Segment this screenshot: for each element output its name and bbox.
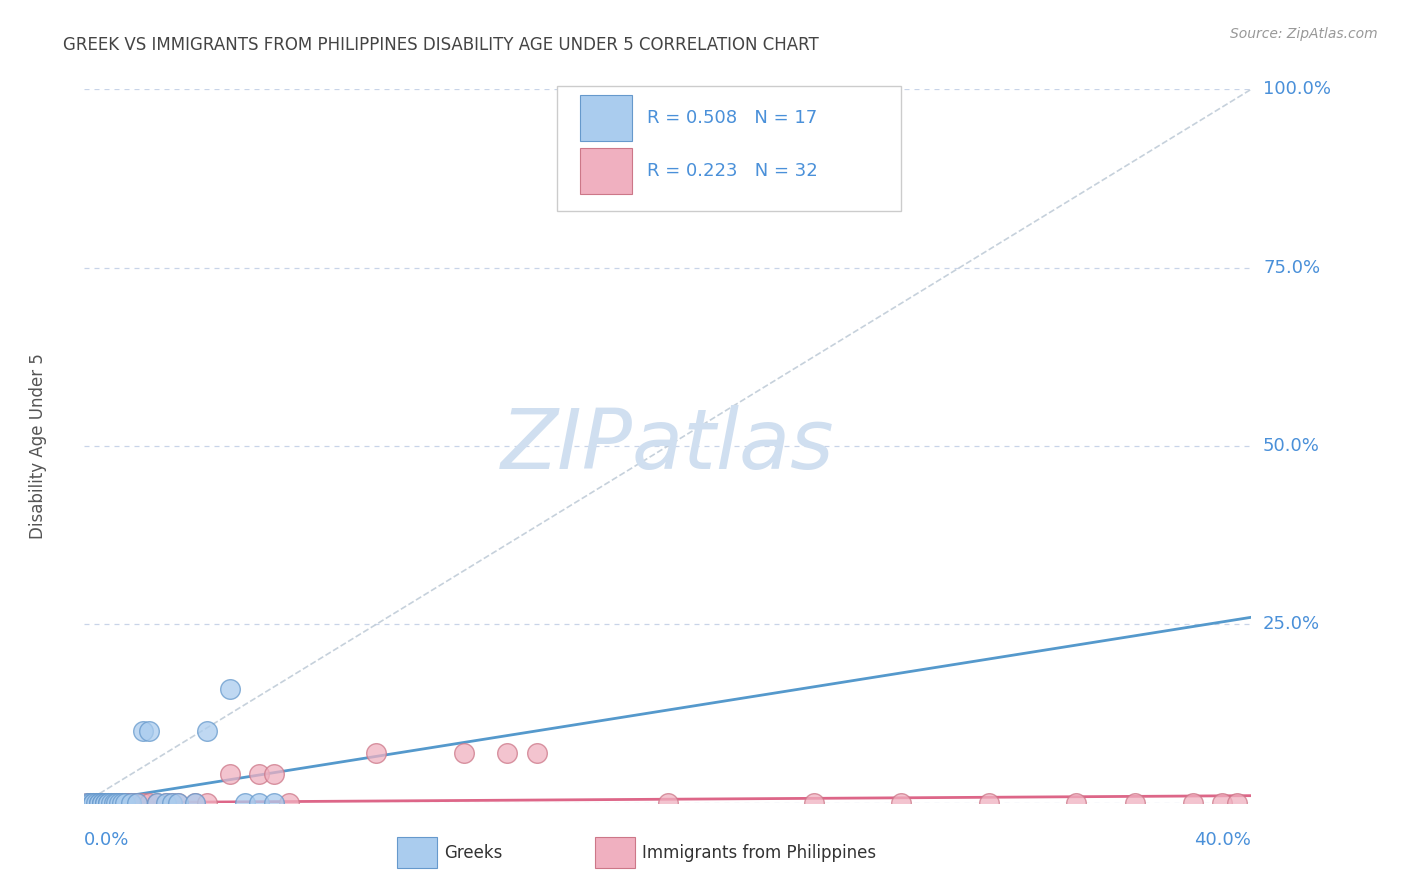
- Point: [1123, 796, 1146, 810]
- Text: Disability Age Under 5: Disability Age Under 5: [28, 353, 46, 539]
- Point: [97, 796, 120, 810]
- Point: [105, 796, 128, 810]
- FancyBboxPatch shape: [557, 86, 901, 211]
- Point: [860, 103, 883, 118]
- Point: [146, 796, 169, 810]
- Point: [87, 796, 110, 810]
- Point: [195, 796, 218, 810]
- Text: 0.0%: 0.0%: [84, 831, 129, 849]
- Point: [90, 796, 112, 810]
- Point: [496, 746, 519, 760]
- Point: [90, 796, 112, 810]
- Text: 75.0%: 75.0%: [1263, 259, 1320, 277]
- Point: [526, 746, 548, 760]
- Point: [166, 796, 188, 810]
- Point: [90, 796, 112, 810]
- Point: [803, 796, 825, 810]
- Text: Source: ZipAtlas.com: Source: ZipAtlas.com: [1230, 27, 1378, 41]
- Point: [155, 796, 177, 810]
- Point: [87, 796, 110, 810]
- Point: [117, 796, 139, 810]
- Point: [82, 796, 104, 810]
- Text: Greeks: Greeks: [444, 844, 502, 862]
- Point: [84, 796, 107, 810]
- Point: [184, 796, 207, 810]
- Point: [453, 746, 475, 760]
- FancyBboxPatch shape: [581, 148, 631, 194]
- Point: [108, 796, 131, 810]
- Point: [84, 796, 107, 810]
- Point: [277, 796, 299, 810]
- Point: [160, 796, 183, 810]
- Point: [132, 724, 155, 739]
- Point: [155, 796, 177, 810]
- Point: [111, 796, 134, 810]
- Point: [160, 796, 183, 810]
- FancyBboxPatch shape: [581, 95, 631, 141]
- Point: [79, 796, 101, 810]
- Point: [1181, 796, 1204, 810]
- Point: [125, 796, 148, 810]
- Point: [120, 796, 142, 810]
- Point: [105, 796, 128, 810]
- Text: 100.0%: 100.0%: [1263, 80, 1331, 98]
- Point: [97, 796, 120, 810]
- FancyBboxPatch shape: [596, 837, 636, 869]
- Point: [125, 796, 148, 810]
- Point: [120, 796, 142, 810]
- Point: [219, 767, 242, 781]
- Point: [94, 796, 117, 810]
- Point: [1211, 796, 1233, 810]
- Text: ZIPatlas: ZIPatlas: [501, 406, 835, 486]
- Text: 40.0%: 40.0%: [1195, 831, 1251, 849]
- Point: [82, 796, 104, 810]
- Point: [219, 681, 242, 696]
- Text: GREEK VS IMMIGRANTS FROM PHILIPPINES DISABILITY AGE UNDER 5 CORRELATION CHART: GREEK VS IMMIGRANTS FROM PHILIPPINES DIS…: [63, 36, 820, 54]
- Point: [657, 796, 679, 810]
- Point: [114, 796, 136, 810]
- Point: [111, 796, 134, 810]
- Point: [94, 796, 117, 810]
- Text: 50.0%: 50.0%: [1263, 437, 1320, 455]
- Point: [166, 796, 188, 810]
- Text: R = 0.223   N = 32: R = 0.223 N = 32: [647, 162, 818, 180]
- Point: [79, 796, 101, 810]
- Text: R = 0.508   N = 17: R = 0.508 N = 17: [647, 109, 817, 127]
- Point: [138, 796, 160, 810]
- Point: [263, 796, 285, 810]
- Point: [247, 767, 270, 781]
- Point: [366, 746, 388, 760]
- Point: [184, 796, 207, 810]
- Text: 25.0%: 25.0%: [1263, 615, 1320, 633]
- Point: [1066, 796, 1088, 810]
- Point: [76, 796, 98, 810]
- Point: [100, 796, 122, 810]
- Point: [146, 796, 169, 810]
- Point: [82, 796, 104, 810]
- Point: [977, 796, 1000, 810]
- Point: [103, 796, 125, 810]
- Point: [233, 796, 256, 810]
- Point: [138, 724, 160, 739]
- Point: [195, 724, 218, 739]
- Point: [103, 796, 125, 810]
- Point: [247, 796, 270, 810]
- Point: [1226, 796, 1249, 810]
- Point: [890, 796, 912, 810]
- Point: [100, 796, 122, 810]
- Text: Immigrants from Philippines: Immigrants from Philippines: [643, 844, 876, 862]
- Point: [263, 767, 285, 781]
- FancyBboxPatch shape: [396, 837, 437, 869]
- Point: [108, 796, 131, 810]
- Point: [132, 796, 155, 810]
- Point: [87, 796, 110, 810]
- Point: [76, 796, 98, 810]
- Point: [94, 796, 117, 810]
- Point: [97, 796, 120, 810]
- Point: [114, 796, 136, 810]
